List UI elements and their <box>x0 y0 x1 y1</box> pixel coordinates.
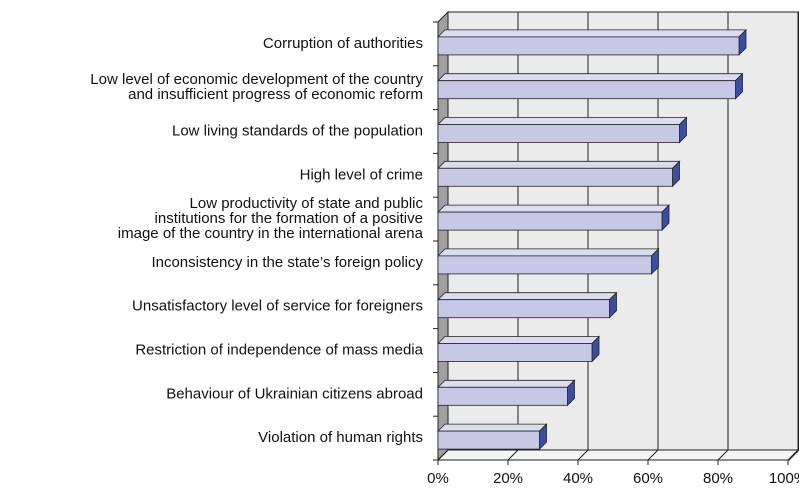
y-tick-label: Violation of human rights <box>258 429 423 446</box>
grid-line <box>507 449 519 461</box>
y-tick-label: Restriction of independence of mass medi… <box>135 341 423 358</box>
grid-line <box>437 449 449 461</box>
bar-top <box>437 73 744 82</box>
y-tick-label: Low level of economic development of the… <box>90 71 423 88</box>
bar-top <box>437 423 548 432</box>
x-tick-label: 100% <box>769 470 799 487</box>
x-tick-label: 60% <box>633 470 663 487</box>
y-tick-label: image of the country in the internationa… <box>118 225 424 242</box>
bar <box>437 255 652 275</box>
bar-top <box>437 336 600 344</box>
grid-line <box>717 449 729 461</box>
bar <box>437 167 673 187</box>
bar-top <box>437 379 576 388</box>
bar-top <box>437 160 681 169</box>
bar <box>437 80 736 100</box>
grid-line <box>787 449 799 461</box>
y-tick-label: Inconsistency in the state’s foreign pol… <box>151 254 423 271</box>
x-tick-label: 0% <box>427 470 449 487</box>
y-tick-label: Low productivity of state and public <box>190 195 424 212</box>
y-tick-label: institutions for the formation of a posi… <box>155 210 423 227</box>
y-tick-label: Corruption of authorities <box>263 35 423 52</box>
bar-top <box>437 29 747 38</box>
y-tick-label: and insufficient progress of economic re… <box>128 86 423 103</box>
bar <box>437 124 680 143</box>
bar <box>437 211 663 231</box>
bar-top <box>437 204 670 213</box>
floor <box>436 449 799 461</box>
bar-top <box>437 248 660 257</box>
bar <box>437 36 740 56</box>
grid-line <box>647 449 659 461</box>
bar <box>437 299 610 319</box>
x-tick-label: 80% <box>703 470 733 487</box>
x-tick-label: 20% <box>493 470 523 487</box>
bar <box>437 343 593 362</box>
bar-top <box>437 292 618 301</box>
grid-line <box>577 449 589 461</box>
bar <box>437 430 540 450</box>
bar <box>437 386 568 406</box>
bar-top <box>437 117 688 125</box>
y-tick-label: Unsatisfactory level of service for fore… <box>132 298 423 315</box>
x-tick-label: 40% <box>563 470 593 487</box>
y-tick-label: Behaviour of Ukrainian citizens abroad <box>166 385 423 402</box>
y-tick-label: Low living standards of the population <box>172 122 423 139</box>
y-tick-label: High level of crime <box>300 166 423 183</box>
